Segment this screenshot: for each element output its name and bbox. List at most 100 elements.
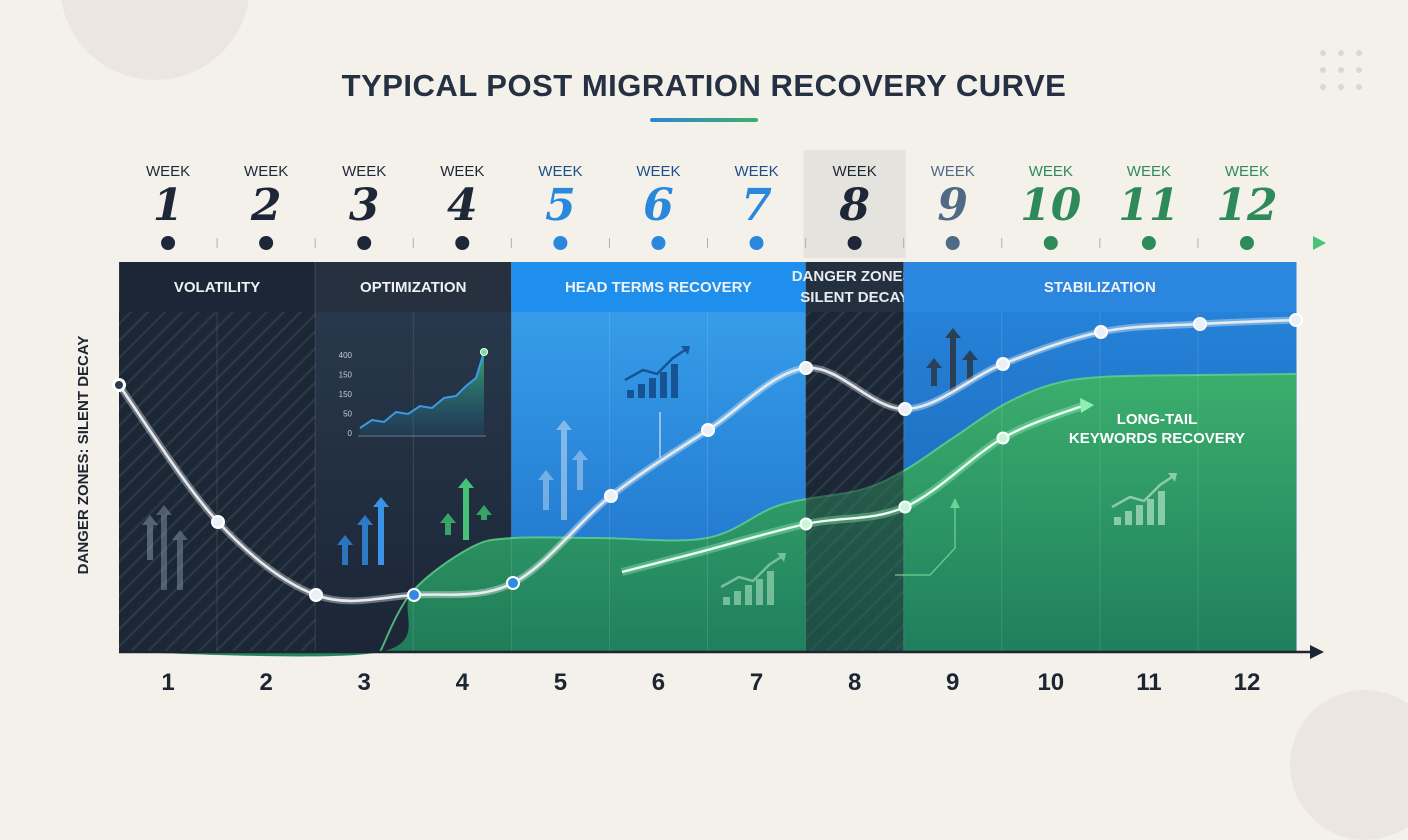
x-tick-label-6: 6 [652, 669, 665, 696]
bar-icon-bar [734, 591, 741, 605]
timeline-marker-1 [161, 236, 176, 250]
chart-svg: VOLATILITY OPTIMIZATION HEAD TERMS RECOVER… [75, 150, 1326, 696]
week-label-7: WEEK [734, 163, 778, 180]
week-number-7: 7 [741, 180, 772, 231]
recovery-point-week-2 [309, 588, 323, 602]
arrow-up-icon [458, 478, 474, 540]
x-axis: 1 2 3 4 5 6 7 8 9 10 11 12 [119, 645, 1324, 696]
timeline-marker-9 [945, 236, 960, 250]
week-number-8: 8 [838, 180, 870, 231]
bar-icon-trend [1111, 475, 1173, 509]
bar-icon-bar [671, 364, 678, 398]
arrow-up-icon [538, 470, 554, 510]
bar-icon-trend [624, 348, 686, 382]
recovery-point-week-6 [701, 423, 715, 437]
week-label-10: WEEK [1029, 163, 1073, 180]
phase-header-band: VOLATILITY OPTIMIZATION HEAD TERMS RECOVER… [118, 262, 1296, 312]
danger-zone-overlay [805, 262, 904, 652]
week-label-1: WEEK [146, 163, 190, 180]
week-label-12: WEEK [1225, 163, 1269, 180]
bar-icon-bar [638, 384, 645, 398]
x-axis-arrow-icon [1310, 645, 1324, 659]
inset-line [359, 351, 485, 429]
inset-end-marker [480, 348, 488, 356]
growth-chart-icon [624, 346, 690, 398]
inset-tick-label: 150 [339, 390, 353, 399]
recovery-point-week-7 [799, 361, 813, 375]
week-number-12: 12 [1216, 180, 1277, 231]
bar-icon-bar [756, 579, 763, 605]
phase-header-2 [315, 262, 512, 312]
week-number-10: 10 [1020, 180, 1082, 231]
growth-chart-icon [1111, 473, 1177, 525]
phase-label-4-line1: DANGER ZONES: [792, 268, 918, 285]
week-label-2: WEEK [244, 163, 288, 180]
week-column-3 [315, 262, 414, 652]
bar-icon-arrowhead [681, 346, 690, 355]
recovery-point-start [113, 379, 125, 391]
phase-header-5 [903, 262, 1296, 312]
recovery-point-week-3 [407, 588, 421, 602]
bar-icon-bar [723, 597, 730, 605]
x-tick-label-9: 9 [946, 669, 959, 696]
recovery-point-week-12 [1289, 313, 1303, 327]
long-tail-point [996, 431, 1010, 445]
inset-area [360, 352, 484, 436]
inset-tick-label: 0 [348, 429, 353, 438]
recovery-point-week-11 [1193, 317, 1207, 331]
timeline-marker-2 [259, 236, 274, 250]
recovery-curve [117, 318, 1297, 603]
long-tail-arrowhead [1080, 398, 1094, 413]
growth-chart-icon [720, 553, 786, 605]
arrow-up-icon [172, 530, 188, 590]
phase-label-1: VOLATILITY [174, 279, 260, 296]
annotation-line1: LONG-TAIL [1117, 411, 1198, 428]
week-number-2: 2 [250, 180, 282, 231]
inset-tick-label: 150 [339, 371, 353, 380]
phase-header-3 [511, 262, 806, 312]
timeline-marker-6 [651, 236, 666, 250]
arrow-up-icon [142, 515, 158, 560]
phase-header-1 [119, 262, 316, 312]
bar-icon-bar [1114, 517, 1121, 525]
bar-icon-bar [767, 571, 774, 605]
x-tick-label-10: 10 [1037, 669, 1064, 696]
arrow-up-icon [572, 450, 588, 490]
recovery-point-week-9 [996, 357, 1010, 371]
x-tick-label-8: 8 [848, 669, 861, 696]
phase-header-4 [805, 262, 904, 312]
x-tick-label-1: 1 [161, 669, 174, 696]
y-axis-label: DANGER ZONES: SILENT DECAY [75, 336, 92, 575]
x-tick-label-11: 11 [1136, 669, 1161, 696]
week-label-5: WEEK [538, 163, 582, 180]
chart-title: TYPICAL POST MIGRATION RECOVERY CURVE [341, 68, 1067, 103]
recovery-point-week-4 [506, 576, 520, 590]
arrow-up-icon [926, 358, 942, 386]
timeline-marker-3 [357, 236, 372, 250]
annotation-line2: KEYWORDS RECOVERY [1069, 430, 1245, 447]
week-label-3: WEEK [342, 163, 386, 180]
timeline-marker-12 [1239, 236, 1254, 250]
week-label-6: WEEK [636, 163, 680, 180]
arrow-up-icon [440, 513, 456, 535]
plot-area [119, 262, 1297, 657]
timeline-marker-11 [1141, 236, 1156, 250]
bar-icon-bar [745, 585, 752, 605]
bar-icon-bar [649, 378, 656, 398]
title-underline [650, 118, 758, 122]
bar-icon-bar [1147, 499, 1154, 525]
phase-label-3: HEAD TERMS RECOVERY [565, 279, 752, 296]
week-number-9: 9 [937, 180, 968, 231]
arrow-up-icon [373, 497, 389, 565]
timeline-marker-10 [1043, 236, 1058, 250]
long-tail-point [898, 500, 912, 514]
week-number-3: 3 [349, 180, 380, 231]
week-number-4: 4 [447, 180, 478, 231]
recovery-point-week-8 [898, 402, 912, 416]
week-number-1: 1 [153, 180, 184, 231]
phase-label-5: STABILIZATION [1044, 279, 1156, 296]
arrow-up-icon [357, 515, 373, 565]
decorative-dots-icon [1320, 50, 1370, 94]
week-timeline: WEEK1WEEK2WEEK3WEEK4WEEK5WEEK6WEEK7WEEK8… [119, 150, 1326, 258]
arrow-up-icon [556, 420, 572, 520]
